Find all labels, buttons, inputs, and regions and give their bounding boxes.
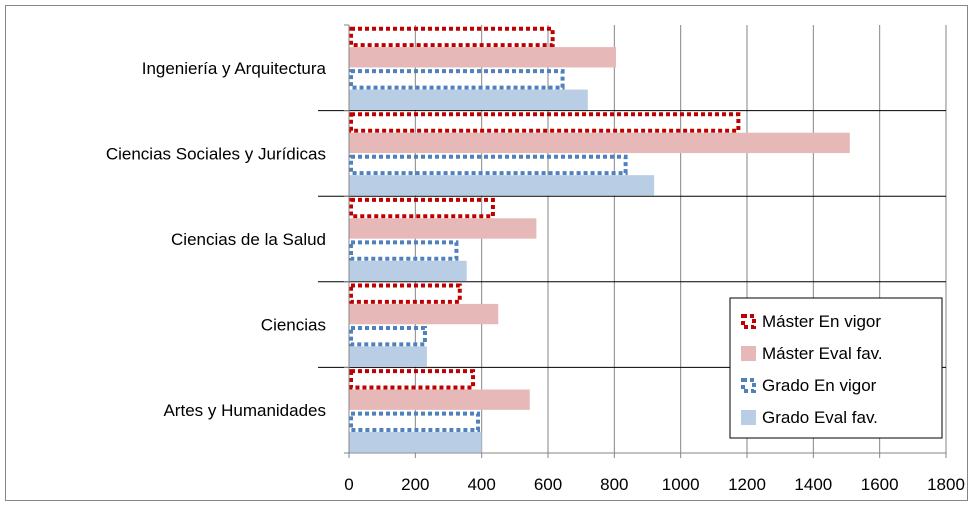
legend-label: Máster Eval fav. xyxy=(762,344,883,363)
bar-grado-eval-fav- xyxy=(349,260,467,282)
category-label: Artes y Humanidades xyxy=(163,401,326,420)
x-tick-label: 0 xyxy=(344,475,353,494)
category-label: Ciencias xyxy=(261,316,326,335)
x-tick-label: 1000 xyxy=(662,475,700,494)
bar-m-ster-en-vigor xyxy=(349,283,462,304)
x-tick-label: 1400 xyxy=(794,475,832,494)
category-label: Ciencias Sociales y Jurídicas xyxy=(106,144,326,163)
legend-label: Máster En vigor xyxy=(762,312,881,331)
bar-m-ster-eval-fav- xyxy=(349,47,616,68)
bar-m-ster-eval-fav- xyxy=(349,218,537,239)
legend-swatch xyxy=(741,410,756,425)
bar-m-ster-en-vigor xyxy=(349,112,741,133)
legend-swatch xyxy=(741,314,756,329)
x-tick-label: 400 xyxy=(467,475,495,494)
bar-m-ster-eval-fav- xyxy=(349,303,499,325)
x-tick-label: 200 xyxy=(401,475,429,494)
bar-grado-eval-fav- xyxy=(349,346,427,367)
bar-m-ster-en-vigor xyxy=(349,369,476,390)
category-label: Ingeniería y Arquitectura xyxy=(142,59,327,78)
legend: Máster En vigor Máster Eval fav. Grado En … xyxy=(729,297,943,439)
x-tick-label: 1800 xyxy=(927,475,965,494)
legend-label: Grado En vigor xyxy=(762,376,877,395)
bar-m-ster-eval-fav- xyxy=(349,132,850,154)
x-tick-label: 600 xyxy=(534,475,562,494)
bar-grado-eval-fav- xyxy=(349,175,655,196)
legend-label: Grado Eval fav. xyxy=(762,408,878,427)
bar-grado-eval-fav- xyxy=(349,89,588,110)
bar-m-ster-en-vigor xyxy=(349,197,495,219)
legend-swatch xyxy=(741,346,756,361)
bar-grado-en-vigor xyxy=(349,69,565,90)
axes xyxy=(344,24,947,458)
x-tick-label: 1600 xyxy=(861,475,899,494)
legend-box xyxy=(729,297,943,439)
labels: Artes y Humanidades Ciencias Ciencias de l… xyxy=(106,59,965,494)
bars xyxy=(349,26,850,453)
category-label: Ciencias de la Salud xyxy=(171,230,326,249)
bar-grado-eval-fav- xyxy=(349,431,482,453)
bar-grado-en-vigor xyxy=(349,325,427,347)
bar-grado-en-vigor xyxy=(349,154,628,176)
x-tick-label: 1200 xyxy=(728,475,766,494)
bar-grado-en-vigor xyxy=(349,411,481,432)
bar-grado-en-vigor xyxy=(349,240,459,261)
bar-m-ster-en-vigor xyxy=(349,26,555,48)
x-tick-label: 800 xyxy=(600,475,628,494)
legend-swatch xyxy=(741,378,756,393)
bar-m-ster-eval-fav- xyxy=(349,389,530,410)
